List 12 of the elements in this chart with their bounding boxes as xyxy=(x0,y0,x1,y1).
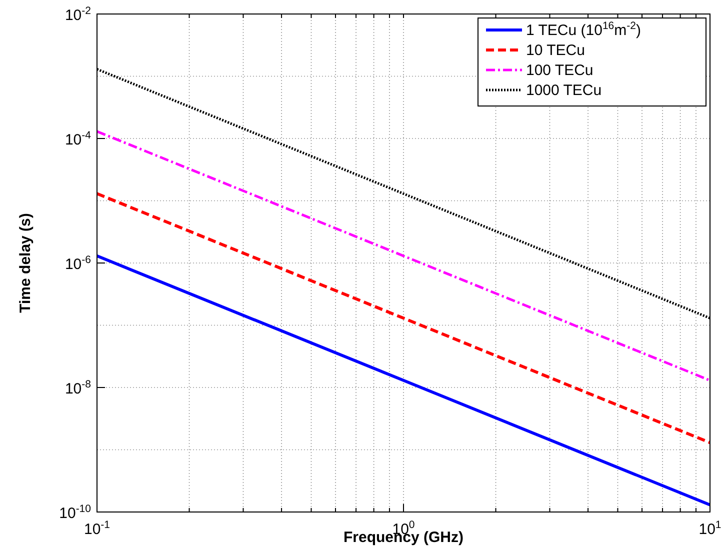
legend-label: 10 TECu xyxy=(526,42,585,59)
y-tick-label: 10$^{-10}$ xyxy=(59,503,92,522)
y-tick-label: 10$^{-6}$ xyxy=(64,254,92,273)
y-tick-label: 10$^{-8}$ xyxy=(64,378,92,398)
legend-label: 100 TECu xyxy=(526,62,594,79)
y-axis-title: Time delay (s) xyxy=(17,213,34,313)
y-tick-label: 10$^{-4}$ xyxy=(64,130,92,148)
x-tick-label: 10$^{1}$ xyxy=(698,519,722,538)
y-tick-label: 10$^{-2}$ xyxy=(64,5,92,24)
legend-label: 1 TECu (10$^{16}$m$^{-2}$) xyxy=(526,20,641,39)
x-tick-label: 10$^{-1}$ xyxy=(84,519,110,538)
legend-label: 1000 TECu xyxy=(526,82,602,99)
